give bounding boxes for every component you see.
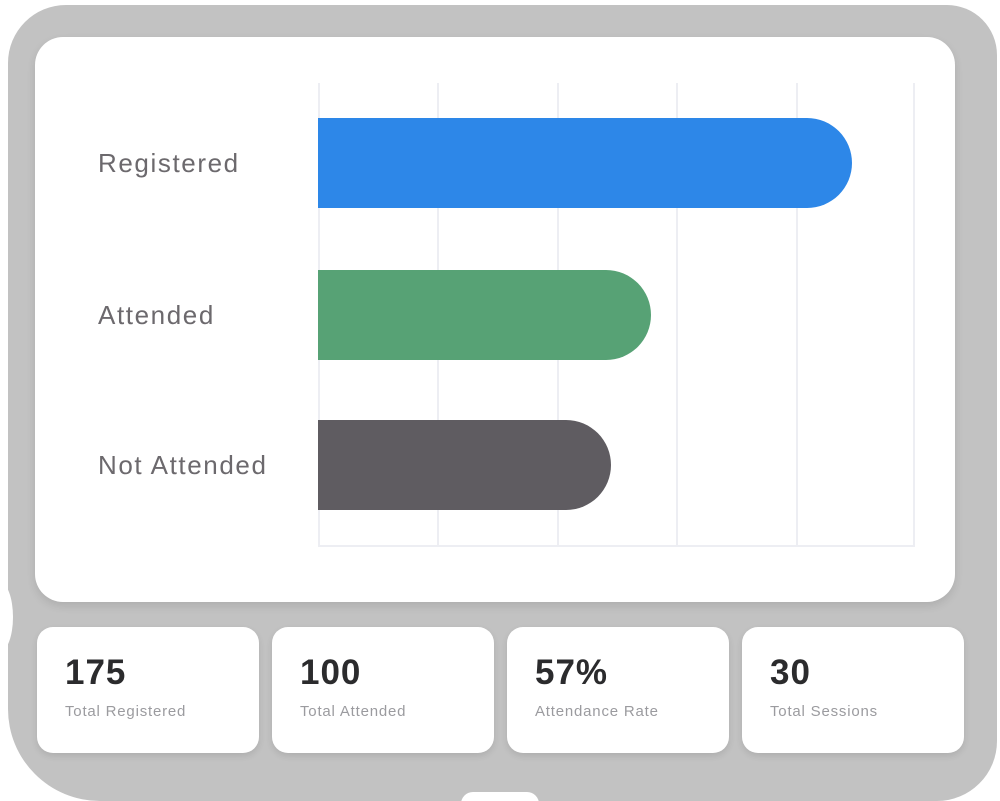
stat-card-attendance-rate: 57% Attendance Rate xyxy=(507,627,729,753)
bar-registered xyxy=(318,118,852,208)
stat-label: Total Attended xyxy=(300,703,407,720)
stat-value: 100 xyxy=(300,653,362,692)
stat-card-total-sessions: 30 Total Sessions xyxy=(742,627,964,753)
stat-value: 30 xyxy=(770,653,811,692)
stat-value: 175 xyxy=(65,653,127,692)
category-label-registered: Registered xyxy=(98,148,240,178)
frame-left-notch xyxy=(0,582,13,652)
gridline xyxy=(676,83,679,545)
stat-card-total-attended: 100 Total Attended xyxy=(272,627,494,753)
bar-attended xyxy=(318,270,651,360)
stat-label: Total Sessions xyxy=(770,703,878,720)
stat-card-total-registered: 175 Total Registered xyxy=(37,627,259,753)
stat-label: Attendance Rate xyxy=(535,703,659,720)
category-label-attended: Attended xyxy=(98,300,215,330)
gridline xyxy=(795,83,798,545)
gridline xyxy=(913,83,915,545)
category-label-not-attended: Not Attended xyxy=(98,450,268,480)
bar-not-attended xyxy=(318,420,611,510)
stat-value: 57% xyxy=(535,653,609,692)
bar-chart-plot xyxy=(318,83,915,547)
stat-label: Total Registered xyxy=(65,703,187,720)
home-button-notch xyxy=(461,792,539,801)
